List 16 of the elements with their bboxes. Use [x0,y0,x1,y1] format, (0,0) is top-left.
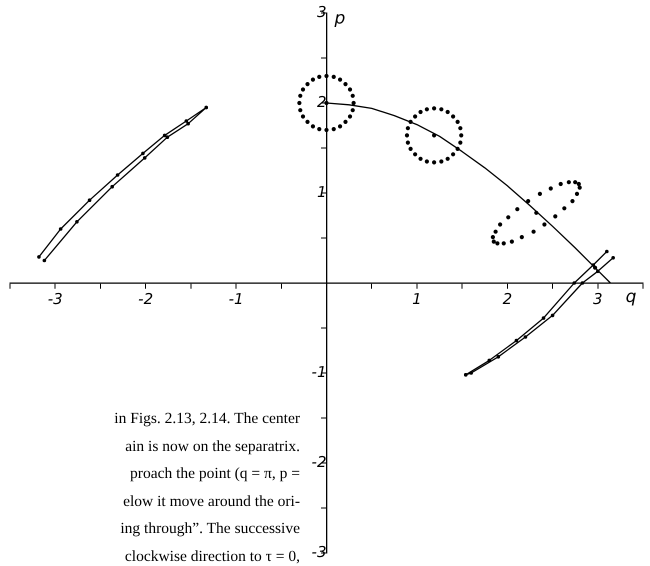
y-tick-label: -2 [312,452,326,471]
y-axis-title: p [334,8,346,28]
x-tick-label: -2 [138,290,154,308]
annotation: ain is now on the separatrix. [124,436,300,456]
annotation: elow it move around the ori- [122,492,300,512]
annotation: clockwise direction to τ = 0, [124,546,300,566]
annotation: in Figs. 2.13, 2.14. The center [113,409,300,429]
y-tick-label: 2 [316,92,326,111]
annotation: ing through”. The successive [119,519,300,539]
x-tick-label: 1 [412,290,422,308]
x-tick-label: 3 [593,290,603,308]
x-tick-label: -1 [228,290,244,308]
x-tick-label: 2 [502,290,512,308]
annotation: proach the point (q = π, p = [129,464,300,484]
x-axis-title: q [626,286,637,307]
x-tick-label: -3 [48,290,63,308]
